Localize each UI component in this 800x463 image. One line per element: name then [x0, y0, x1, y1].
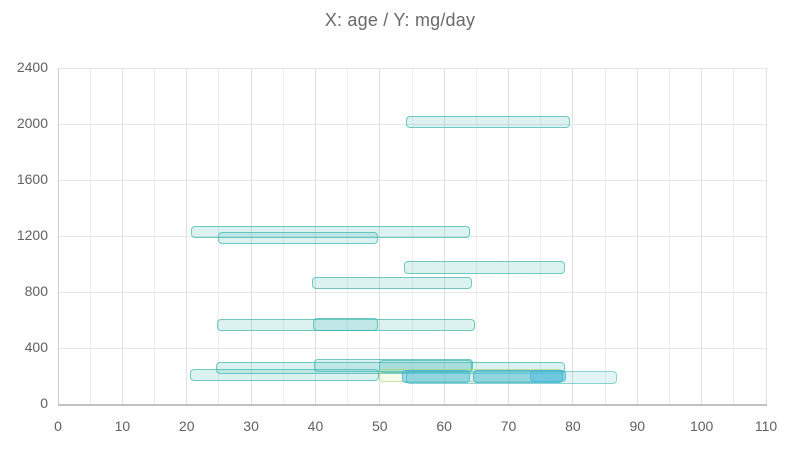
x-axis-tick-label: 50 — [372, 418, 388, 434]
x-axis-tick-label: 20 — [178, 418, 195, 434]
gridline-horizontal-major — [58, 123, 766, 125]
gridline-horizontal-major — [58, 347, 766, 349]
gridline-horizontal-major — [58, 291, 766, 293]
x-axis-tick-label: 110 — [754, 418, 778, 434]
x-axis-tick-label: 100 — [689, 418, 714, 434]
range-bar — [313, 359, 474, 372]
x-axis-tick-label: 80 — [565, 418, 581, 434]
y-axis-line — [58, 68, 59, 404]
gridline-horizontal-major — [58, 179, 766, 181]
range-bar — [189, 368, 380, 382]
range-bar — [403, 261, 565, 275]
chart-title: X: age / Y: mg/day — [324, 10, 476, 30]
range-bar — [312, 318, 378, 331]
range-bar — [405, 115, 570, 129]
y-axis-tick-label: 0 — [40, 395, 48, 411]
y-axis-tick-label: 400 — [24, 339, 48, 355]
range-bar — [405, 370, 617, 384]
x-axis-tick-label: 10 — [114, 418, 131, 434]
y-axis-tick-label: 800 — [24, 283, 48, 299]
x-axis-tick-label: 70 — [500, 418, 517, 434]
y-axis-tick-label: 2400 — [16, 59, 48, 75]
x-axis-tick-label: 30 — [243, 418, 259, 434]
range-bar — [401, 370, 470, 383]
y-axis-tick-label: 1600 — [16, 171, 48, 187]
range-bar — [529, 369, 567, 383]
y-axis-tick-label: 1200 — [16, 227, 48, 243]
x-axis-line — [58, 404, 767, 406]
y-axis-tick-label: 2000 — [16, 115, 48, 131]
x-axis-tick-label: 60 — [436, 418, 452, 434]
gridline-horizontal-major — [58, 235, 766, 237]
gridline-horizontal-major — [58, 67, 766, 69]
range-bar — [216, 318, 476, 332]
range-bar — [311, 276, 473, 290]
gridline-vertical-major — [765, 68, 767, 404]
range-bar — [217, 231, 378, 245]
x-axis-tick-label: 0 — [54, 418, 62, 434]
x-axis-tick-label: 40 — [307, 418, 324, 434]
x-axis-tick-label: 90 — [629, 418, 646, 434]
